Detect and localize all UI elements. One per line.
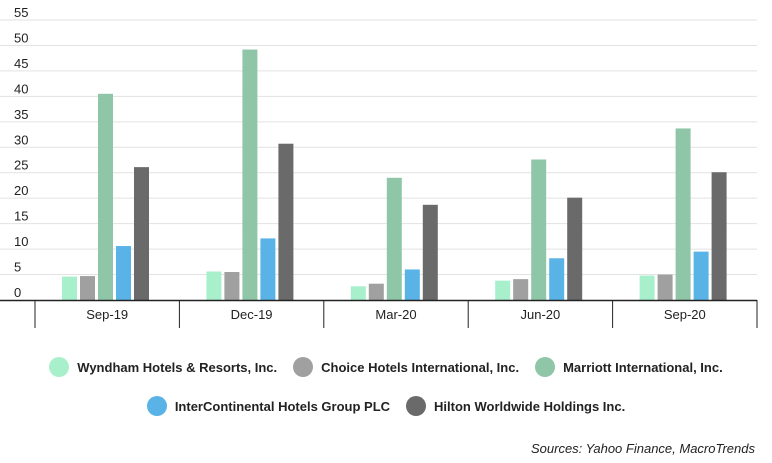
y-tick-label: 20 xyxy=(14,183,28,198)
legend-item-choice: Choice Hotels International, Inc. xyxy=(293,357,519,377)
legend-label-intercontinental: InterContinental Hotels Group PLC xyxy=(174,398,391,414)
y-tick-label: 25 xyxy=(14,158,28,173)
legend-label-hilton: Hilton Worldwide Holdings Inc. xyxy=(434,398,626,414)
bar-choice-hotels-international-inc-sep-19 xyxy=(80,276,95,300)
legend-swatch-choice xyxy=(293,357,314,377)
bar-wyndham-hotels-resorts-inc-mar-20 xyxy=(350,286,366,300)
bar-hilton-worldwide-holdings-inc-jun-20 xyxy=(567,197,583,300)
bar-hilton-worldwide-holdings-inc-mar-20 xyxy=(422,204,438,300)
bar-chart: 0 5 10 15 20 25 30 35 40 45 50 55 Sep-19 Dec-19 Mar-2… xyxy=(0,5,758,328)
y-tick-label: 10 xyxy=(14,234,28,249)
bars xyxy=(62,49,727,301)
x-tick-label: Sep-19 xyxy=(86,307,128,322)
x-tick-label: Mar-20 xyxy=(375,307,416,322)
bar-intercontinental-hotels-group-plc-jun-20 xyxy=(549,258,565,300)
legend-swatch-wyndham xyxy=(49,357,70,377)
y-tick-label: 30 xyxy=(14,132,28,147)
bar-marriott-international-inc-jun-20 xyxy=(531,159,547,300)
legend-swatch-intercontinental xyxy=(146,396,167,416)
gridlines xyxy=(0,19,757,276)
x-axis: Sep-19 Dec-19 Mar-20 Jun-20 Sep-20 xyxy=(0,299,758,328)
y-tick-label: 45 xyxy=(14,56,28,71)
legend-item-hilton: Hilton Worldwide Holdings Inc. xyxy=(406,396,625,416)
x-tick-label: Jun-20 xyxy=(521,307,561,322)
bar-marriott-international-inc-mar-20 xyxy=(386,177,402,300)
legend-label-choice: Choice Hotels International, Inc. xyxy=(321,359,520,375)
legend-label-marriott: Marriott International, Inc. xyxy=(563,359,723,375)
y-tick-label: 50 xyxy=(14,30,28,45)
bar-choice-hotels-international-inc-jun-20 xyxy=(513,279,529,300)
bar-choice-hotels-international-inc-mar-20 xyxy=(368,283,384,300)
bar-choice-hotels-international-inc-sep-20 xyxy=(657,274,673,300)
bar-intercontinental-hotels-group-plc-dec-19 xyxy=(260,238,276,300)
x-tick-label: Sep-20 xyxy=(664,307,706,322)
y-tick-label: 5 xyxy=(14,260,21,275)
bar-intercontinental-hotels-group-plc-mar-20 xyxy=(404,269,420,300)
y-tick-label: 35 xyxy=(14,107,28,122)
legend-row-1: Wyndham Hotels & Resorts, Inc. Choice Ho… xyxy=(0,357,772,377)
legend-swatch-hilton xyxy=(406,396,427,416)
legend-item-intercontinental: InterContinental Hotels Group PLC xyxy=(146,396,391,416)
bar-wyndham-hotels-resorts-inc-jun-20 xyxy=(495,280,511,300)
bar-marriott-international-inc-dec-19 xyxy=(242,49,258,301)
y-tick-label: 0 xyxy=(14,285,21,300)
x-tick-label: Dec-19 xyxy=(231,307,273,322)
bar-hilton-worldwide-holdings-inc-sep-19 xyxy=(134,167,149,300)
bar-intercontinental-hotels-group-plc-sep-19 xyxy=(116,246,131,300)
bar-intercontinental-hotels-group-plc-sep-20 xyxy=(693,251,709,300)
legend-item-wyndham: Wyndham Hotels & Resorts, Inc. xyxy=(49,357,277,377)
bar-hilton-worldwide-holdings-inc-sep-20 xyxy=(711,172,727,300)
bar-choice-hotels-international-inc-dec-19 xyxy=(224,272,240,300)
bar-wyndham-hotels-resorts-inc-sep-19 xyxy=(62,276,77,300)
bar-wyndham-hotels-resorts-inc-dec-19 xyxy=(206,271,222,300)
legend-label-wyndham: Wyndham Hotels & Resorts, Inc. xyxy=(77,359,278,375)
y-tick-label: 40 xyxy=(14,81,28,96)
y-axis-tick-labels: 0 5 10 15 20 25 30 35 40 45 50 55 xyxy=(14,5,28,300)
legend-item-marriott: Marriott International, Inc. xyxy=(535,357,723,377)
legend-row-2: InterContinental Hotels Group PLC Hilton… xyxy=(0,396,772,416)
y-tick-label: 55 xyxy=(14,5,28,20)
bar-marriott-international-inc-sep-19 xyxy=(98,93,113,301)
bar-hilton-worldwide-holdings-inc-dec-19 xyxy=(278,143,294,300)
legend-swatch-marriott xyxy=(535,357,556,377)
bar-marriott-international-inc-sep-20 xyxy=(675,128,691,300)
bar-wyndham-hotels-resorts-inc-sep-20 xyxy=(639,275,655,300)
source-note: Sources: Yahoo Finance, MacroTrends xyxy=(530,441,755,456)
y-tick-label: 15 xyxy=(14,209,28,224)
